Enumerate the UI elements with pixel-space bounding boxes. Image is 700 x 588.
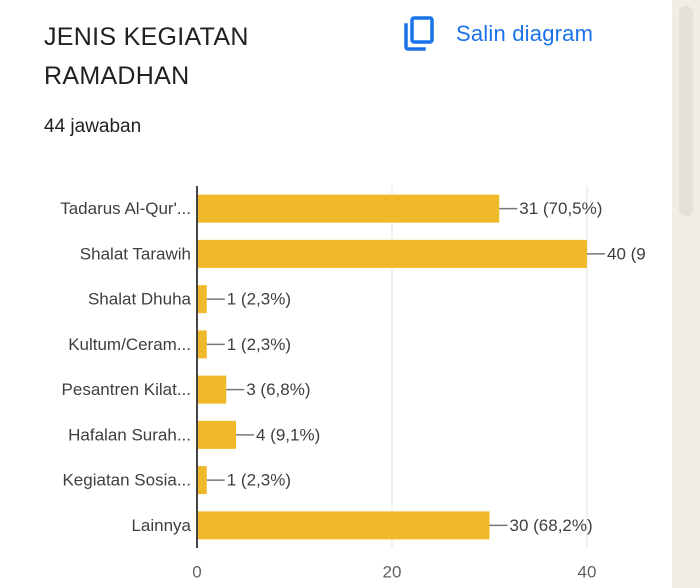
value-label: 40 (9: [607, 244, 646, 263]
bar: [197, 466, 207, 495]
chart-title: JENIS KEGIATAN RAMADHAN: [44, 23, 249, 90]
bar-chart: Tadarus Al-Qur'... 31 (70,5%) Shalat Taraw…: [60, 186, 646, 582]
category-label: Pesantren Kilat...: [62, 380, 191, 399]
copy-icon: [402, 16, 436, 52]
category-label: Kultum/Ceram...: [68, 335, 191, 354]
category-label: Tadarus Al-Qur'...: [60, 199, 191, 218]
value-label: 31 (70,5%): [519, 199, 602, 218]
bar: [197, 375, 227, 404]
x-tick-label: 20: [383, 563, 402, 582]
value-label: 1 (2,3%): [227, 335, 291, 354]
bar: [197, 511, 490, 540]
response-count: 44 jawaban: [44, 116, 142, 137]
chart-card: JENIS KEGIATAN RAMADHAN 44 jawaban Salin…: [0, 0, 673, 588]
bar: [197, 194, 500, 223]
category-label: Lainnya: [131, 516, 191, 535]
value-label: 1 (2,3%): [227, 471, 291, 490]
value-label: 3 (6,8%): [246, 380, 310, 399]
x-tick-label: 40: [578, 563, 597, 582]
bar: [197, 239, 587, 268]
copy-chart-button[interactable]: Salin diagram: [402, 12, 593, 56]
scrollbar-thumb[interactable]: [679, 6, 693, 216]
bar: [197, 420, 236, 449]
bar: [197, 330, 207, 359]
category-label: Shalat Tarawih: [80, 244, 191, 263]
bar: [197, 285, 207, 314]
copy-chart-label: Salin diagram: [456, 21, 594, 46]
value-label: 4 (9,1%): [256, 425, 320, 444]
category-label: Shalat Dhuha: [88, 290, 192, 309]
category-label: Hafalan Surah...: [68, 425, 191, 444]
value-label: 30 (68,2%): [510, 516, 593, 535]
x-tick-label: 0: [192, 563, 201, 582]
category-label: Kegiatan Sosia...: [62, 471, 191, 490]
value-label: 1 (2,3%): [227, 290, 291, 309]
